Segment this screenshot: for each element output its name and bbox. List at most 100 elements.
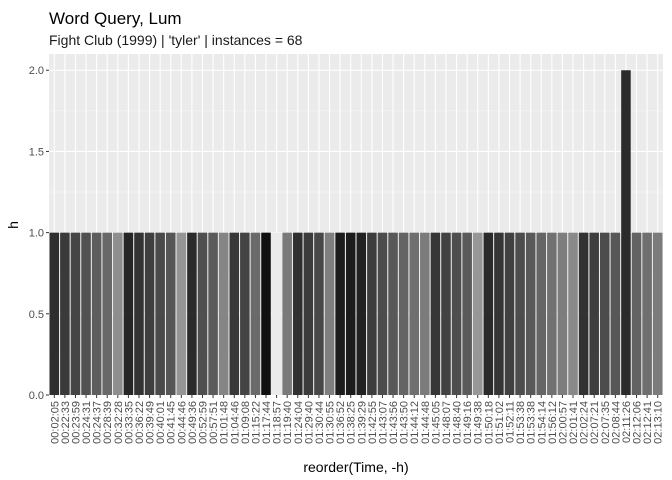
x-tick-label: 01:56:12 xyxy=(547,401,559,444)
x-tick-label: 01:53:38 xyxy=(515,401,527,444)
bar xyxy=(250,232,261,395)
bar xyxy=(240,232,250,395)
x-tick-label: 01:39:29 xyxy=(356,401,368,444)
x-tick-label: 00:28:39 xyxy=(102,401,114,444)
y-tick-label: 2.0 xyxy=(29,65,44,77)
x-tick-label: 01:17:44 xyxy=(261,401,273,444)
y-axis-label: h xyxy=(5,221,21,229)
bar xyxy=(504,232,515,395)
bar xyxy=(536,232,547,395)
bar xyxy=(208,232,218,395)
bar xyxy=(335,232,345,395)
x-tick-label: 01:51:02 xyxy=(494,401,506,444)
bar xyxy=(113,232,123,395)
x-tick-label: 00:32:28 xyxy=(113,401,125,444)
bar xyxy=(610,232,621,395)
bar xyxy=(589,232,599,395)
x-tick-label: 01:38:25 xyxy=(346,401,358,444)
bar xyxy=(70,232,81,395)
bar xyxy=(123,232,134,395)
bar xyxy=(547,232,557,395)
x-tick-label: 01:45:05 xyxy=(430,401,442,444)
x-tick-label: 00:02:05 xyxy=(49,401,61,444)
x-tick-label: 01:29:40 xyxy=(303,401,315,444)
x-tick-label: 02:12:06 xyxy=(632,401,644,444)
bar xyxy=(420,232,430,395)
x-tick-label: 01:43:50 xyxy=(399,401,411,444)
x-tick-label: 00:49:36 xyxy=(187,401,199,444)
x-tick-label: 00:36:22 xyxy=(134,401,146,444)
bar xyxy=(356,232,367,395)
x-tick-label: 02:12:41 xyxy=(642,401,654,444)
bar xyxy=(472,232,483,395)
bar xyxy=(367,232,377,395)
bar xyxy=(409,232,419,395)
bar xyxy=(631,232,642,395)
x-tick-label: 00:40:01 xyxy=(155,401,167,444)
x-tick-label: 02:01:41 xyxy=(568,401,580,444)
bar xyxy=(134,232,144,395)
x-axis-label: reorder(Time, -h) xyxy=(303,459,408,475)
x-tick-label: 00:22:33 xyxy=(60,401,72,444)
x-tick-label: 02:08:44 xyxy=(610,401,622,444)
bar xyxy=(197,232,208,395)
bar xyxy=(621,70,631,395)
x-tick-label: 00:23:59 xyxy=(70,401,82,444)
bar xyxy=(91,232,102,395)
bar xyxy=(578,232,589,395)
bar xyxy=(525,232,536,395)
x-tick-label: 01:44:12 xyxy=(409,401,421,444)
x-tick-label: 01:54:14 xyxy=(536,401,548,444)
x-tick-label: 00:24:37 xyxy=(92,401,104,444)
chart-title: Word Query, Lum xyxy=(49,9,182,28)
y-axis: 0.0 0.5 1.0 1.5 2.0 xyxy=(29,65,49,402)
bar xyxy=(515,232,525,395)
bar xyxy=(271,232,282,395)
bar xyxy=(155,232,165,395)
bar xyxy=(60,232,70,395)
bar xyxy=(568,232,578,395)
x-tick-label: 02:00:57 xyxy=(557,401,569,444)
bar xyxy=(557,232,568,395)
bar xyxy=(398,232,409,395)
bar xyxy=(102,232,112,395)
bars xyxy=(49,70,663,395)
bar xyxy=(144,232,155,395)
x-tick-label: 00:24:31 xyxy=(81,401,93,444)
x-tick-label: 02:13:10 xyxy=(653,401,665,444)
x-tick-label: 01:53:38 xyxy=(526,401,538,444)
x-tick-label: 01:48:40 xyxy=(452,401,464,444)
x-tick-label: 00:57:51 xyxy=(208,401,220,444)
x-tick-label: 01:44:48 xyxy=(420,401,432,444)
x-tick-label: 01:48:07 xyxy=(441,401,453,444)
bar xyxy=(229,232,240,395)
bar xyxy=(282,232,292,395)
x-tick-label: 01:18:57 xyxy=(272,401,284,444)
x-tick-label: 02:11:26 xyxy=(621,401,633,443)
y-tick-label: 0.5 xyxy=(29,309,44,321)
x-tick-label: 02:07:21 xyxy=(589,401,601,444)
bar xyxy=(324,232,335,395)
bar xyxy=(600,232,610,395)
x-tick-label: 00:44:46 xyxy=(176,401,188,444)
chart-subtitle: Fight Club (1999) | 'tyler' | instances … xyxy=(49,32,303,48)
x-tick-label: 01:04:46 xyxy=(229,401,241,444)
x-tick-label: 00:52:59 xyxy=(198,401,210,444)
x-tick-label: 02:02:24 xyxy=(579,401,591,444)
x-tick-label: 00:41:45 xyxy=(166,401,178,444)
x-tick-label: 01:24:04 xyxy=(293,401,305,444)
x-tick-label: 00:33:35 xyxy=(123,401,135,444)
bar xyxy=(176,232,187,395)
x-tick-label: 01:36:52 xyxy=(335,401,347,444)
bar xyxy=(430,232,441,395)
x-tick-label: 01:15:22 xyxy=(250,401,262,444)
bar xyxy=(261,232,271,395)
bar xyxy=(451,232,462,395)
bar xyxy=(388,232,398,395)
bar xyxy=(345,232,356,395)
x-tick-label: 00:39:49 xyxy=(145,401,157,444)
y-tick-label: 1.0 xyxy=(29,228,44,240)
x-tick-label: 02:07:35 xyxy=(600,401,612,444)
bar xyxy=(303,232,314,395)
y-tick-label: 1.5 xyxy=(29,146,44,158)
